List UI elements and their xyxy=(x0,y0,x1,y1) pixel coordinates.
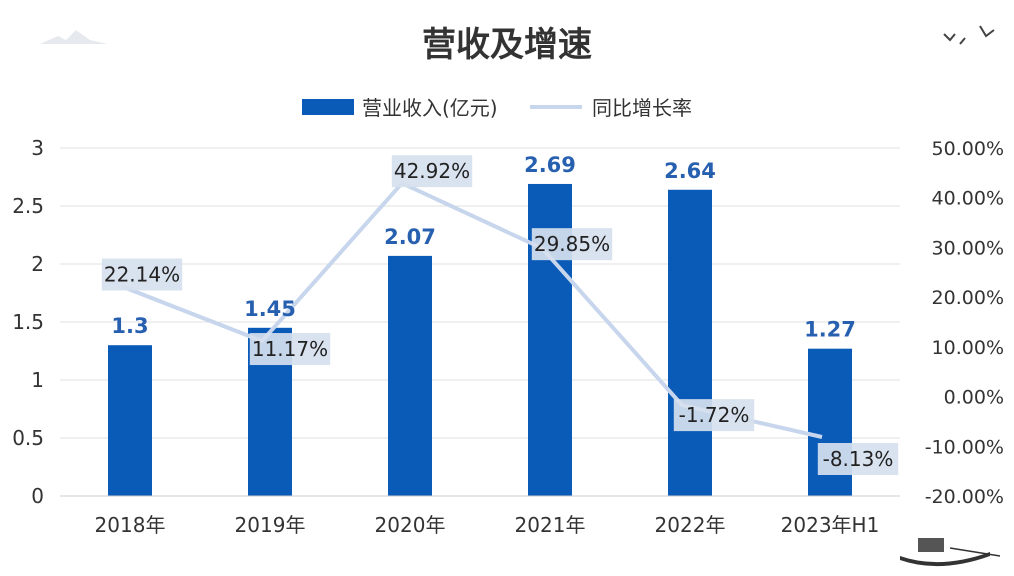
chart-title: 营收及增速 xyxy=(422,25,592,65)
y-left-tick-label: 1 xyxy=(31,368,44,392)
bar-value-label: 1.3 xyxy=(111,314,148,338)
growth-value-label: 22.14% xyxy=(104,263,180,287)
bar-series xyxy=(108,183,852,496)
bar-value-label: 1.45 xyxy=(244,297,296,321)
x-tick-label: 2020年 xyxy=(375,513,446,537)
axes: 0 0.5 1 1.5 2 2.5 3 -20.00% -10.00% 0.00% 10.00% 20… xyxy=(12,136,1004,537)
growth-value-label: 29.85% xyxy=(534,232,610,256)
y-right-tick-label: 20.00% xyxy=(932,287,1004,309)
bar-value-label: 1.27 xyxy=(804,318,856,342)
y-right-tick-label: 0.00% xyxy=(944,387,1004,409)
y-right-tick-label: 50.00% xyxy=(932,138,1004,160)
bar-value-label: 2.69 xyxy=(524,153,576,177)
grid-lines xyxy=(60,147,900,497)
legend: 营业收入(亿元) 同比增长率 xyxy=(302,96,692,120)
bar xyxy=(668,189,712,496)
y-left-tick-label: 1.5 xyxy=(12,310,44,334)
growth-label-box xyxy=(673,399,755,432)
y-right-tick-label: -10.00% xyxy=(925,436,1004,458)
growth-label-box xyxy=(101,258,183,291)
bar-value-label: 2.07 xyxy=(384,225,436,249)
growth-value-label: -1.72% xyxy=(679,403,750,427)
bar xyxy=(388,255,432,496)
x-tick-label: 2019年 xyxy=(235,513,306,537)
y-right-tick-label: -20.00% xyxy=(925,486,1004,508)
boat-decoration xyxy=(900,538,1001,567)
birds-decoration xyxy=(943,25,995,45)
growth-label-box xyxy=(391,155,473,188)
growth-value-label: -8.13% xyxy=(823,447,894,471)
y-right-tick-label: 40.00% xyxy=(932,188,1004,210)
line-series xyxy=(121,181,823,439)
bar xyxy=(108,345,152,496)
y-left-tick-label: 3 xyxy=(31,136,44,160)
x-tick-label: 2021年 xyxy=(515,513,586,537)
y-right-tick-label: 10.00% xyxy=(932,337,1004,359)
legend-bar-label: 营业收入(亿元) xyxy=(362,96,498,120)
mountain-decoration xyxy=(40,30,108,44)
growth-label-box xyxy=(249,333,331,366)
y-left-tick-label: 2 xyxy=(31,252,44,276)
y-right-tick-label: 30.00% xyxy=(932,237,1004,259)
y-left-tick-label: 2.5 xyxy=(12,194,44,218)
y-left-tick-label: 0 xyxy=(31,484,44,508)
bar-value-label: 2.64 xyxy=(664,159,716,183)
legend-line-label: 同比增长率 xyxy=(592,96,692,120)
x-tick-label: 2023年H1 xyxy=(781,513,880,537)
x-tick-label: 2018年 xyxy=(95,513,166,537)
growth-value-label: 42.92% xyxy=(394,159,470,183)
growth-label-box xyxy=(531,228,613,261)
legend-bar-swatch xyxy=(302,99,354,115)
growth-value-label: 11.17% xyxy=(252,337,328,361)
y-left-tick-label: 0.5 xyxy=(12,426,44,450)
data-labels: 1.3 1.45 2.07 2.69 2.64 1.27 22.14% 11.17% 42.92… xyxy=(101,153,899,475)
growth-label-box xyxy=(817,442,899,475)
x-tick-label: 2022年 xyxy=(655,513,726,537)
growth-line xyxy=(121,181,823,439)
